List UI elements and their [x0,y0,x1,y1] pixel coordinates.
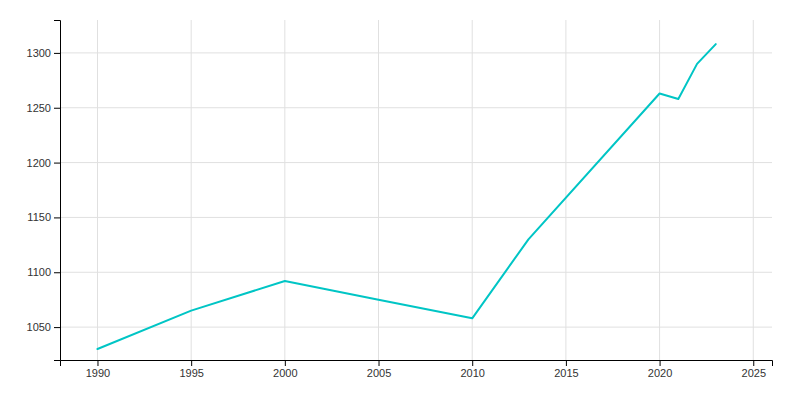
marks [97,44,715,349]
grid [60,20,772,360]
x-tick: 2005 [367,360,391,379]
x-tick-label: 1990 [86,367,110,379]
plot-area: 1990 1995 2000 2005 2010 2015 2020 2025 1050 1100… [27,20,773,379]
y-tick-mark [54,163,60,164]
x-tick: 2000 [273,360,297,379]
y-tick: 1250 [27,102,60,114]
grid-line-y [60,217,772,218]
y-tick: 1200 [27,157,60,169]
x-tick-label: 2005 [367,367,391,379]
x-tick: 2015 [554,360,578,379]
y-tick: 1300 [27,47,60,59]
grid-line-x [378,20,379,360]
x-tick-label: 1995 [179,367,203,379]
y-tick-mark [54,272,60,273]
grid-line-y [60,162,772,163]
grid-line-x [565,20,566,360]
y-tick: 1100 [27,266,60,278]
x-tick-label: 2025 [742,367,766,379]
x-tick-mark [285,360,286,366]
y-tick-label: 1300 [27,47,51,59]
x-tick-mark [97,360,98,366]
grid-line-x [753,20,754,360]
y-tick-label: 1200 [27,157,51,169]
x-tick-label: 2010 [460,367,484,379]
y-tick-mark [54,108,60,109]
grid-line-x [191,20,192,360]
line [97,44,715,349]
x-tick-mark [379,360,380,366]
y-tick-mark [54,327,60,328]
x-tick-mark [660,360,661,366]
y-tick-mark [54,53,60,54]
x-tick-label: 2015 [554,367,578,379]
y-tick-label: 1250 [27,102,51,114]
x-tick-label: 2000 [273,367,297,379]
y-tick-mark [54,217,60,218]
y-tick-label: 1050 [27,321,51,333]
y-axis: 1050 1100 1150 1200 1250 1300 [27,21,61,361]
grid-line-y [60,52,772,53]
grid-line-x [284,20,285,360]
y-tick-label: 1100 [27,266,51,278]
x-axis: 1990 1995 2000 2005 2010 2015 2020 2025 [61,360,773,379]
x-tick: 1995 [179,360,203,379]
y-tick-label: 1150 [27,211,51,223]
grid-line-y [60,107,772,108]
x-tick-mark [191,360,192,366]
x-tick-mark [472,360,473,366]
x-tick: 2025 [742,360,766,379]
x-tick: 2020 [648,360,672,379]
x-tick-mark [566,360,567,366]
grid-line-y [60,327,772,328]
x-tick-label: 2020 [648,367,672,379]
x-tick-mark [753,360,754,366]
y-tick: 1150 [27,211,60,223]
y-tick: 1050 [27,321,60,333]
grid-line-y [60,272,772,273]
x-tick: 1990 [86,360,110,379]
grid-line-x [472,20,473,360]
x-axis-line [61,361,773,367]
x-tick: 2010 [460,360,484,379]
y-axis-line [54,21,61,361]
chart: 1990 1995 2000 2005 2010 2015 2020 2025 1050 1100… [0,0,800,400]
grid-line-x [97,20,98,360]
grid-line-x [659,20,660,360]
